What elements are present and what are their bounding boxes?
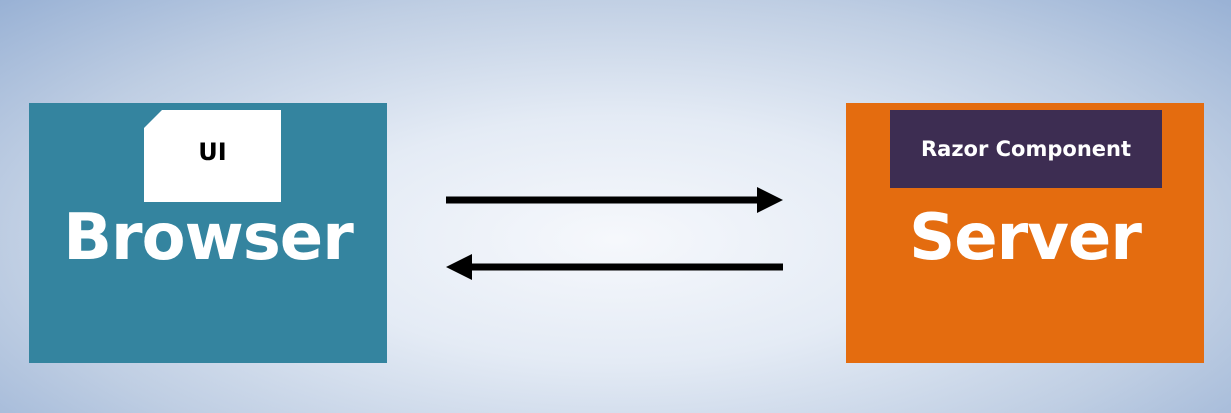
browser-box: UI Browser [29, 103, 387, 363]
arrow-right-head-icon [757, 187, 783, 213]
server-label: Server [909, 201, 1142, 275]
arrow-to-browser [446, 254, 783, 280]
ui-card-label: UI [198, 138, 227, 166]
ui-card: UI [144, 110, 281, 202]
arrow-left-head-icon [446, 254, 472, 280]
browser-label: Browser [63, 201, 354, 275]
server-box: Razor Component Server [846, 103, 1204, 363]
razor-component-bar: Razor Component [890, 110, 1162, 188]
arrow-to-server [446, 187, 783, 213]
razor-component-label: Razor Component [920, 137, 1132, 161]
